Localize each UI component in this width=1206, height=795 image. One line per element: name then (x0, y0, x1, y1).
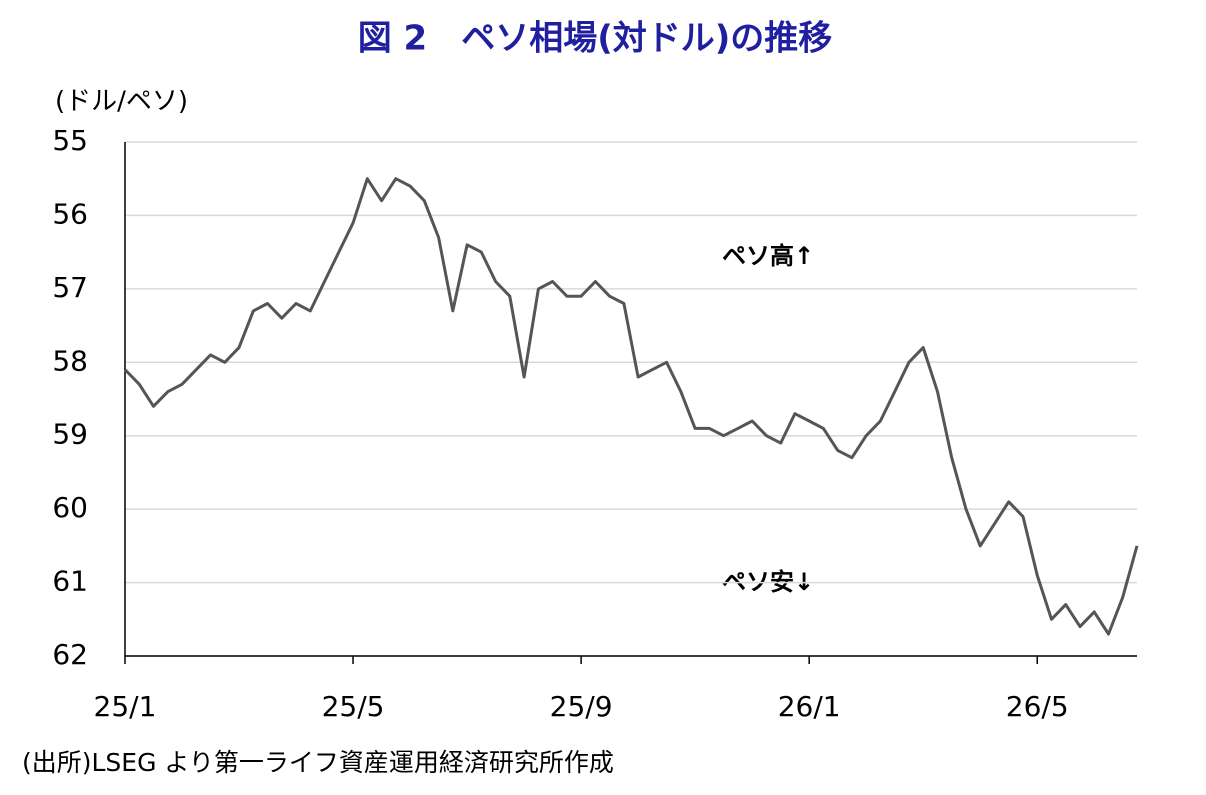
y-tick-label: 60 (52, 491, 88, 524)
y-tick-label: 61 (52, 565, 88, 598)
x-tick-label: 26/5 (1006, 690, 1069, 723)
y-tick-label: 59 (52, 418, 88, 451)
annotation: ペソ高↑ (722, 242, 814, 270)
series-line (123, 177, 1139, 636)
source-note: (出所)LSEG より第一ライフ資産運用経済研究所作成 (22, 748, 614, 777)
x-tick-label: 25/9 (550, 690, 613, 723)
y-tick-label: 57 (52, 271, 88, 304)
y-tick-label: 56 (52, 197, 88, 230)
y-tick-label: 62 (52, 638, 88, 671)
y-tick-label: 55 (52, 124, 88, 157)
y-axis-label: (ドル/ペソ) (55, 87, 188, 117)
chart-title: 図 2 ペソ相場(対ドル)の推移 (358, 19, 833, 59)
x-tick-label: 26/1 (778, 690, 841, 723)
y-tick-label: 58 (52, 344, 88, 377)
x-tick-label: 25/5 (322, 690, 385, 723)
x-tick-label: 25/1 (94, 690, 157, 723)
